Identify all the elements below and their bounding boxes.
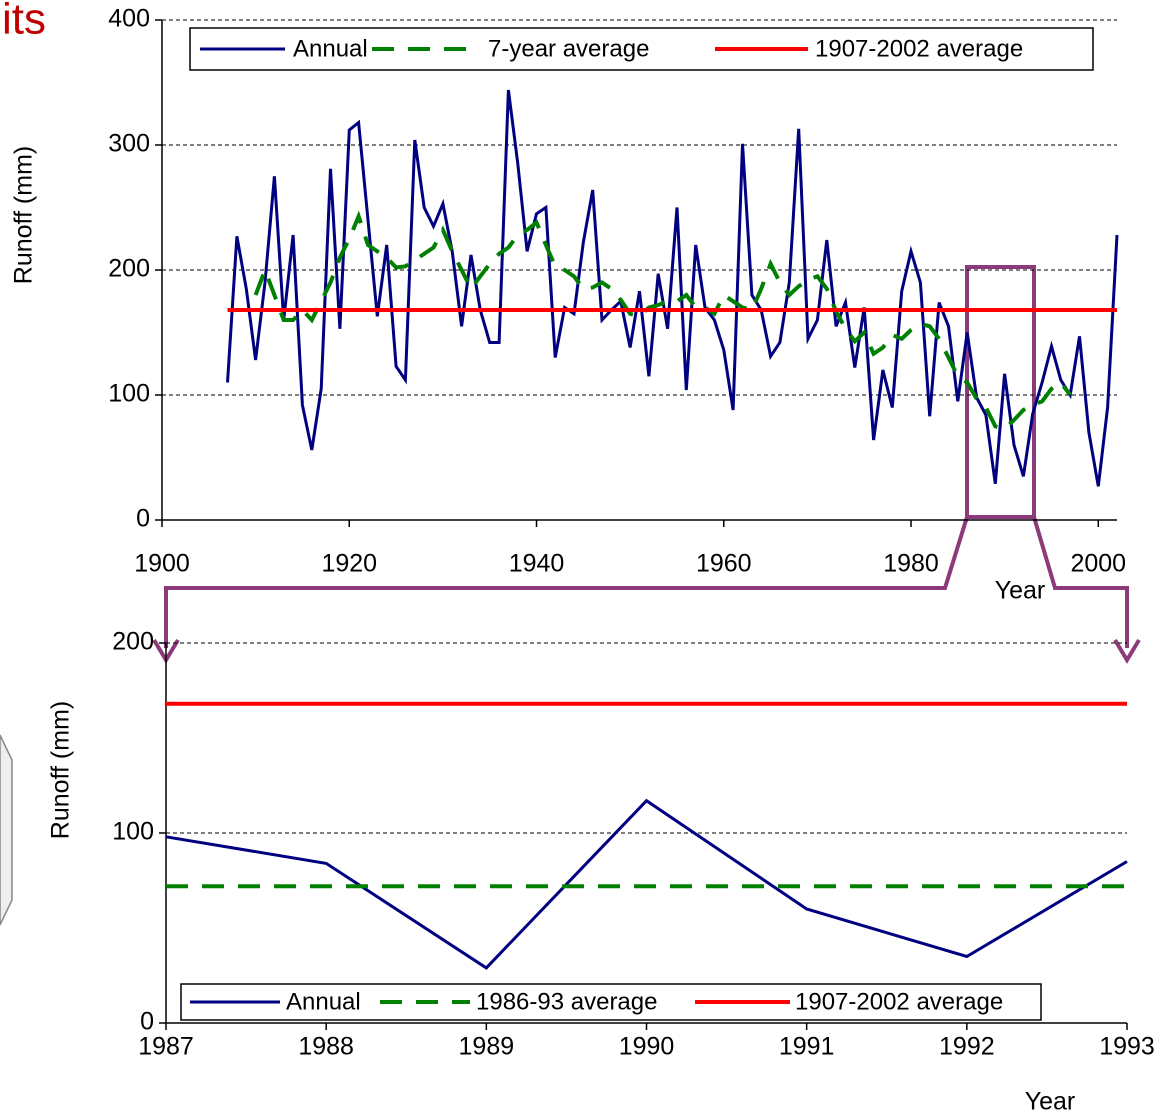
x-tick-label: 1992 xyxy=(939,1033,995,1061)
x-tick-label: 1920 xyxy=(321,550,377,578)
legend-label: Annual xyxy=(286,988,361,1015)
y-tick-label: 200 xyxy=(108,255,150,283)
series-line xyxy=(253,210,1072,432)
y-tick-label: 200 xyxy=(112,628,154,656)
x-axis-title: Year xyxy=(1025,1088,1076,1116)
x-tick-label: 2000 xyxy=(1070,550,1126,578)
x-tick-label: 1988 xyxy=(298,1033,354,1061)
y-tick-label: 100 xyxy=(108,380,150,408)
y-axis-title: Runoff (mm) xyxy=(10,146,38,284)
zoom-indicator xyxy=(152,265,1141,664)
x-tick-label: 1900 xyxy=(134,550,190,578)
x-tick-label: 1989 xyxy=(459,1033,515,1061)
legend-label: 1986-93 average xyxy=(476,988,657,1015)
chevron-shape xyxy=(0,734,13,926)
series-line xyxy=(226,89,1119,487)
legend-label: Annual xyxy=(293,35,368,62)
legend-label: 7-year average xyxy=(488,35,649,62)
y-axis-title: Runoff (mm) xyxy=(47,701,75,839)
legend-label: 1907-2002 average xyxy=(815,35,1023,62)
legend: Annual 7-year average 1907-2002 average xyxy=(189,27,1094,71)
x-tick-label: 1940 xyxy=(509,550,565,578)
y-tick-label: 300 xyxy=(108,130,150,158)
x-tick-label: 1980 xyxy=(883,550,939,578)
slide-title-fragment: its xyxy=(2,0,46,44)
y-tick-label: 400 xyxy=(108,5,150,33)
x-axis-title: Year xyxy=(995,577,1046,605)
x-tick-label: 1991 xyxy=(779,1033,835,1061)
y-tick-label: 0 xyxy=(140,1008,154,1036)
x-tick-label: 1993 xyxy=(1099,1033,1155,1061)
series-line xyxy=(165,798,1128,970)
x-tick-label: 1990 xyxy=(619,1033,675,1061)
y-tick-label: 0 xyxy=(136,505,150,533)
legend-label: 1907-2002 average xyxy=(795,988,1003,1015)
legend: Annual 1986-93 average 1907-2002 average xyxy=(180,983,1042,1021)
x-tick-label: 1960 xyxy=(696,550,752,578)
legend-box xyxy=(180,983,1042,1021)
x-tick-label: 1987 xyxy=(138,1033,194,1061)
legend-box xyxy=(189,27,1094,71)
y-tick-label: 100 xyxy=(112,818,154,846)
